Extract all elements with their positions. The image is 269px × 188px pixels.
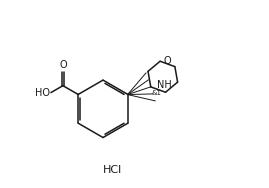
Text: NH: NH — [157, 80, 172, 90]
Text: HCl: HCl — [103, 165, 122, 175]
Text: O: O — [163, 56, 171, 66]
Text: O: O — [59, 60, 67, 70]
Text: &1: &1 — [152, 90, 162, 96]
Text: HO: HO — [35, 88, 50, 98]
